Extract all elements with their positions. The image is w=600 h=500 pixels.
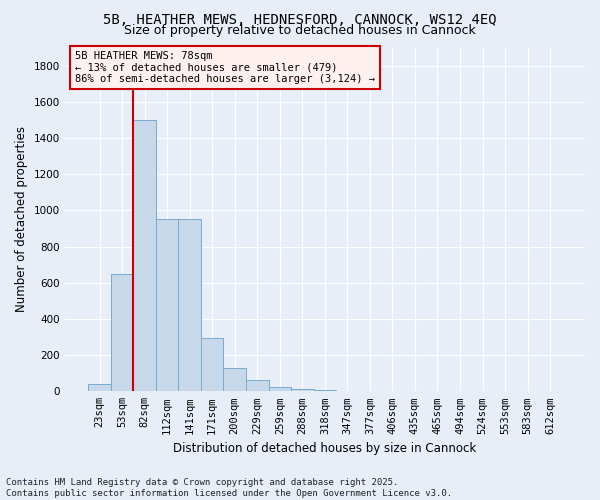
Bar [314, 390, 336, 392]
Y-axis label: Number of detached properties: Number of detached properties [15, 126, 28, 312]
Bar [111, 274, 133, 392]
Bar [88, 384, 111, 392]
Bar [291, 390, 314, 392]
Bar [201, 338, 223, 392]
Bar [246, 380, 269, 392]
Bar [178, 220, 201, 392]
Text: 5B, HEATHER MEWS, HEDNESFORD, CANNOCK, WS12 4EQ: 5B, HEATHER MEWS, HEDNESFORD, CANNOCK, W… [103, 12, 497, 26]
Bar [156, 220, 178, 392]
Text: Size of property relative to detached houses in Cannock: Size of property relative to detached ho… [124, 24, 476, 37]
Bar [269, 387, 291, 392]
Text: Contains HM Land Registry data © Crown copyright and database right 2025.
Contai: Contains HM Land Registry data © Crown c… [6, 478, 452, 498]
X-axis label: Distribution of detached houses by size in Cannock: Distribution of detached houses by size … [173, 442, 476, 455]
Bar [133, 120, 156, 392]
Text: 5B HEATHER MEWS: 78sqm
← 13% of detached houses are smaller (479)
86% of semi-de: 5B HEATHER MEWS: 78sqm ← 13% of detached… [75, 51, 375, 84]
Bar [223, 368, 246, 392]
